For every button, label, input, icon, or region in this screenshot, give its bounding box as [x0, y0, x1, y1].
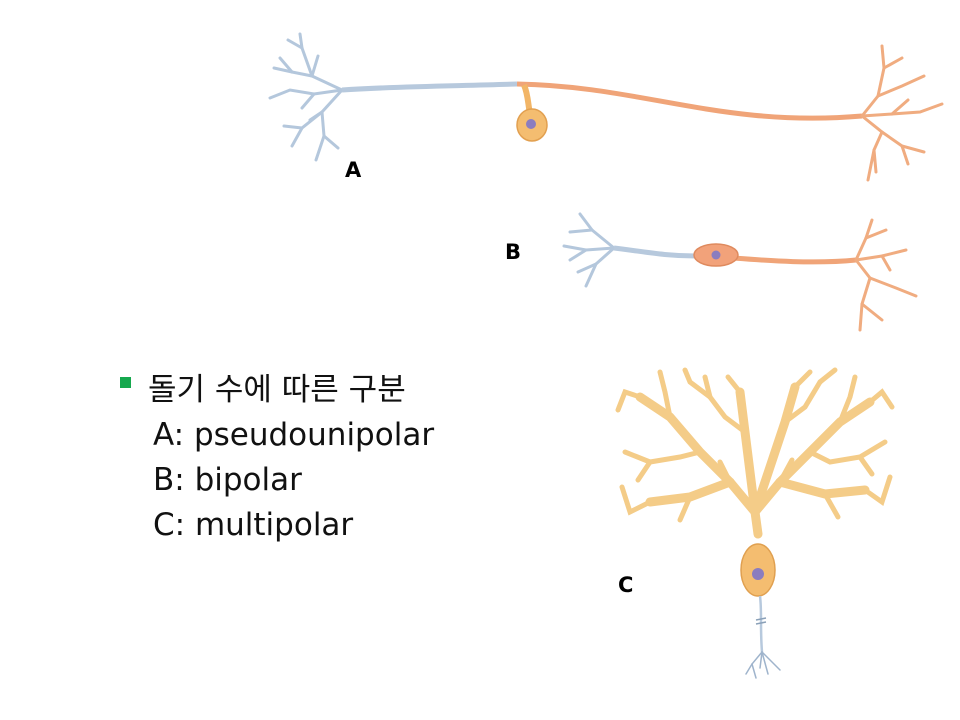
item-b: B: bipolar [153, 462, 302, 498]
neuron-c-illustration [610, 362, 900, 682]
label-c: C [618, 573, 634, 597]
neuron-b-illustration [556, 200, 926, 340]
heading-text: 돌기 수에 따른 구분 [148, 372, 406, 408]
bullet-marker [120, 377, 131, 388]
label-b: B [505, 240, 522, 264]
label-a: A [345, 158, 362, 182]
item-a: A: pseudounipolar [153, 417, 435, 453]
classification-text: 돌기 수에 따른 구분 A: pseudounipolar B: bipolar… [120, 368, 434, 548]
item-c: C: multipolar [153, 507, 354, 543]
neuron-a-illustration [262, 28, 952, 198]
